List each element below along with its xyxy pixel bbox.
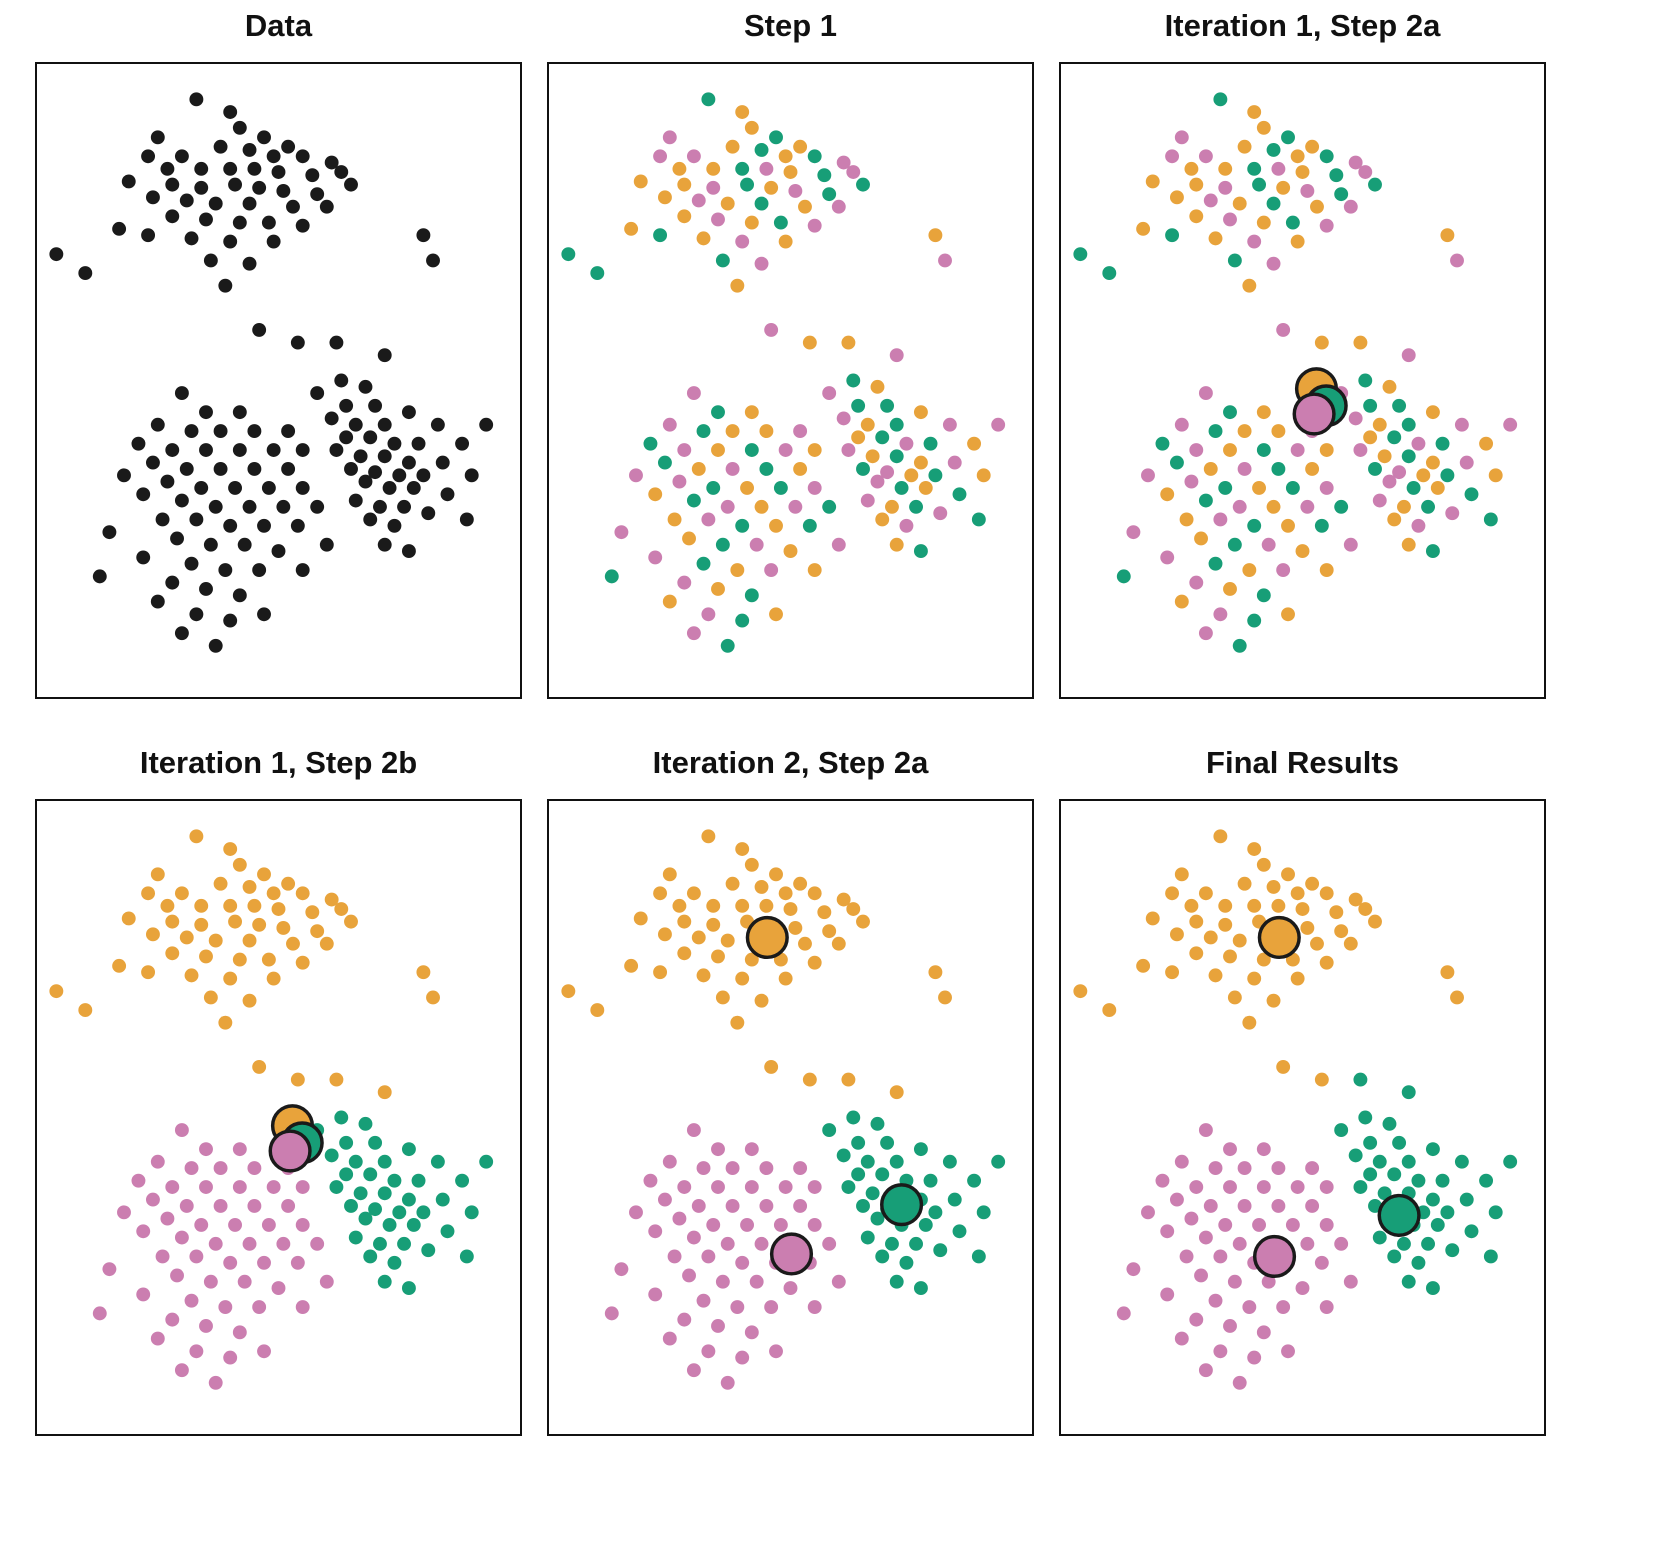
scatter-plot-final-results xyxy=(1059,799,1546,1436)
scatter-plot-iteration2-step2a xyxy=(547,799,1034,1436)
panel-title-data: Data xyxy=(244,8,313,43)
panel-step1: Step 1 xyxy=(547,8,1034,699)
panel-title-final-results: Final Results xyxy=(1206,745,1399,780)
kmeans-algorithm-figure: Data Step 1 Iteration 1, Step 2a Iterati… xyxy=(35,8,1546,1436)
panel-final-results: Final Results xyxy=(1059,745,1546,1436)
scatter-plot-iteration1-step2b xyxy=(35,799,522,1436)
panel-title-iteration1-step2a: Iteration 1, Step 2a xyxy=(1164,8,1441,43)
panel-iteration1-step2b: Iteration 1, Step 2b xyxy=(35,745,522,1436)
scatter-plot-data xyxy=(35,62,522,699)
panel-title-iteration2-step2a: Iteration 2, Step 2a xyxy=(652,745,929,780)
scatter-plot-iteration1-step2a xyxy=(1059,62,1546,699)
panel-title-step1: Step 1 xyxy=(743,8,838,43)
panel-iteration1-step2a: Iteration 1, Step 2a xyxy=(1059,8,1546,699)
scatter-plot-step1 xyxy=(547,62,1034,699)
panel-data: Data xyxy=(35,8,522,699)
panel-iteration2-step2a: Iteration 2, Step 2a xyxy=(547,745,1034,1436)
panel-title-iteration1-step2b: Iteration 1, Step 2b xyxy=(139,745,418,780)
